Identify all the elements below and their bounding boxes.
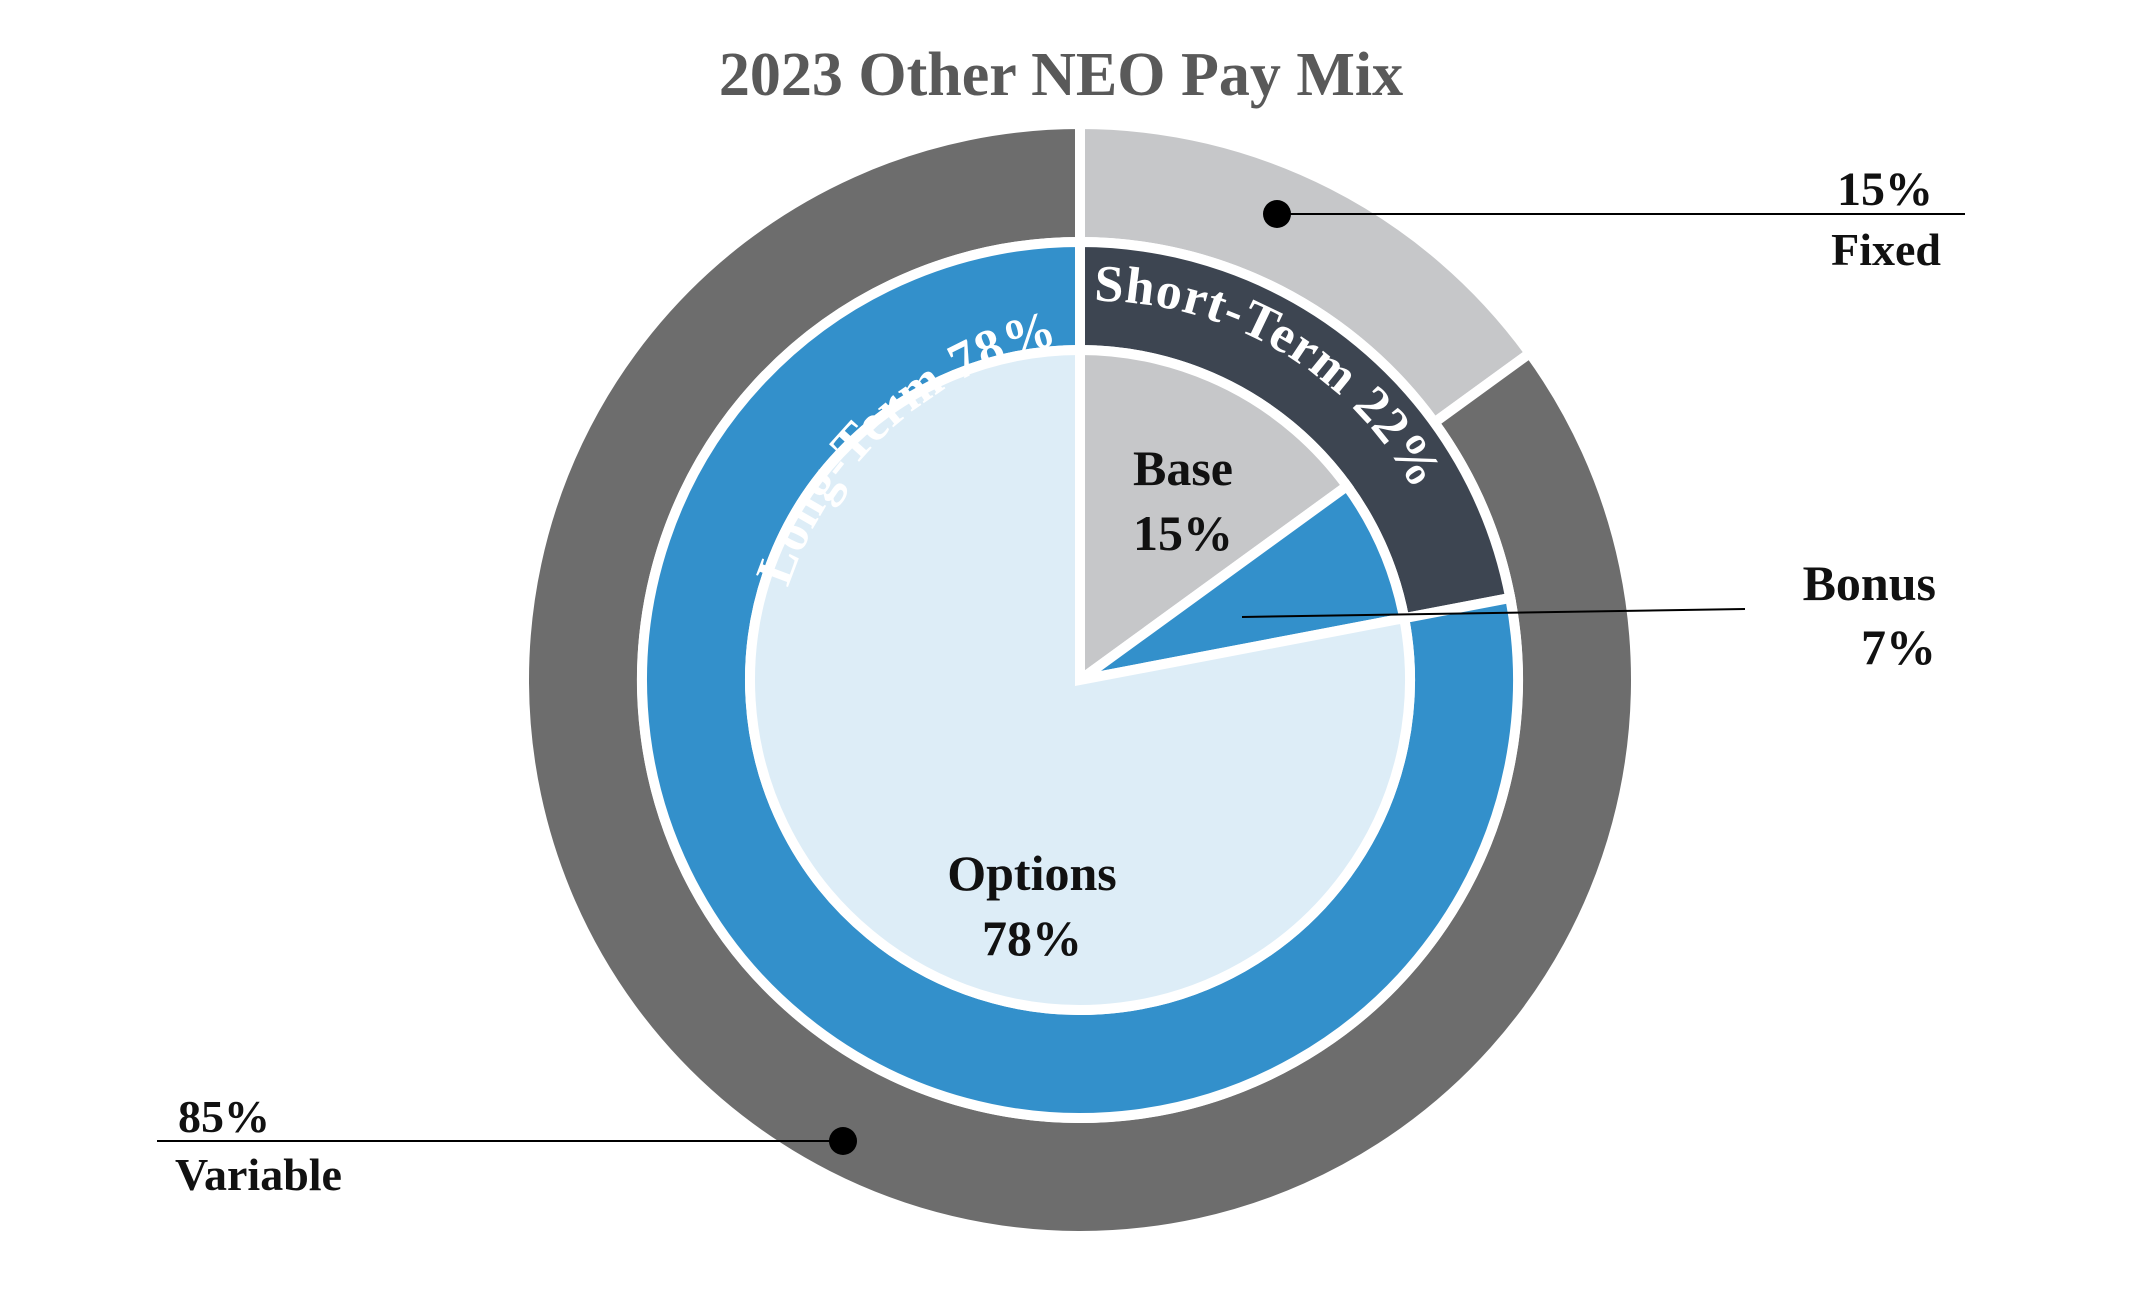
variable-label: Variable [175,1149,342,1200]
bonus-leader-line [1241,608,1746,618]
bonus-value: 7% [1861,619,1936,675]
fixed-label: Fixed [1831,224,1941,275]
options-value: 78% [982,910,1082,966]
fixed-value: 15% [1837,163,1933,216]
fixed-leader-dot [1263,200,1291,228]
base-label: Base [1133,440,1233,496]
chart-title: 2023 Other NEO Pay Mix [719,41,1403,109]
variable-value: 85% [178,1091,270,1142]
pie-slice-base [1075,344,1354,690]
pie-slice-options [745,344,1415,1015]
bonus-label: Bonus [1803,555,1936,611]
inner-pie [745,344,1415,1015]
base-value: 15% [1133,505,1233,561]
options-label: Options [947,845,1117,901]
variable-leader-dot [829,1127,857,1155]
